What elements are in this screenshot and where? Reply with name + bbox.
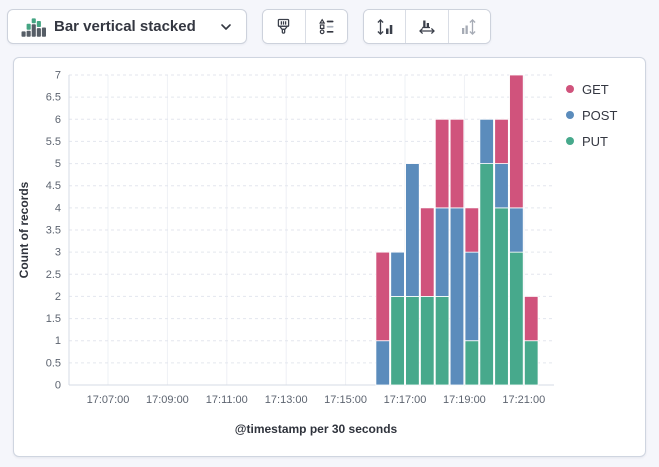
- y-tick-label: 3: [55, 247, 61, 259]
- x-tick-label: 17:19:00: [443, 394, 486, 406]
- legend-color-dot: [566, 137, 574, 145]
- expand-vertical-axis-icon: [375, 17, 395, 37]
- appearance-options-button[interactable]: [263, 10, 305, 43]
- y-tick-label: 4: [55, 202, 61, 214]
- chart-type-dropdown[interactable]: Bar vertical stacked: [7, 9, 247, 44]
- y-tick-label: 1.5: [46, 313, 61, 325]
- bar-segment-post[interactable]: [509, 207, 524, 253]
- style-button-group: [262, 9, 348, 44]
- bar-segment-post[interactable]: [390, 251, 405, 297]
- legend-label: PUT: [582, 133, 608, 149]
- bar-segment-post[interactable]: [464, 251, 480, 342]
- y-tick-label: 0: [55, 380, 61, 392]
- y-tick-label: 2: [55, 291, 61, 303]
- bar-segment-get[interactable]: [509, 74, 524, 209]
- legend-item-get[interactable]: GET: [566, 76, 617, 102]
- legend-color-dot: [566, 85, 574, 93]
- bar-segment-post[interactable]: [494, 163, 509, 209]
- y-tick-label: 7: [55, 70, 61, 82]
- bar-segment-post[interactable]: [375, 340, 390, 386]
- bar-segment-post[interactable]: [449, 207, 465, 386]
- legend-item-post[interactable]: POST: [566, 102, 617, 128]
- bar-segment-put[interactable]: [509, 251, 524, 386]
- fit-y-axis-button[interactable]: [364, 10, 406, 43]
- bar-segment-get[interactable]: [434, 118, 450, 209]
- y-tick-label: 6.5: [46, 92, 61, 104]
- collapse-vertical-axis-icon: [459, 17, 479, 37]
- x-tick-label: 17:21:00: [502, 394, 545, 406]
- y-tick-label: 2.5: [46, 269, 61, 281]
- fit-x-axis-button[interactable]: [405, 10, 448, 43]
- legend-item-put[interactable]: PUT: [566, 128, 617, 154]
- y-tick-label: 0.5: [46, 357, 61, 369]
- y-tick-label: 5.5: [46, 136, 61, 148]
- y-axis-title: Count of records: [17, 181, 31, 278]
- legend-label: POST: [582, 107, 618, 123]
- x-tick-label: 17:07:00: [87, 394, 130, 406]
- bar-segment-put[interactable]: [494, 207, 509, 386]
- paintbrush-icon: [275, 18, 292, 35]
- chart-panel: Count of records @timestamp per 30 secon…: [13, 57, 646, 457]
- x-tick-label: 17:11:00: [206, 394, 248, 406]
- x-tick-label: 17:17:00: [384, 394, 427, 406]
- y-tick-label: 1: [55, 335, 61, 347]
- bar-segment-get[interactable]: [523, 296, 539, 342]
- bar-segment-post[interactable]: [479, 118, 494, 164]
- bar-vertical-stacked-icon: [20, 14, 46, 40]
- legend-options-button[interactable]: [304, 10, 347, 43]
- y-tick-label: 3.5: [46, 225, 61, 237]
- x-axis-title: @timestamp per 30 seconds: [235, 422, 398, 436]
- bar-segment-get[interactable]: [375, 251, 390, 342]
- bar-segment-put[interactable]: [464, 340, 480, 386]
- expand-horizontal-axis-icon: [417, 17, 437, 37]
- bar-segment-get[interactable]: [420, 207, 435, 297]
- x-tick-label: 17:13:00: [265, 394, 308, 406]
- bar-segment-get[interactable]: [464, 207, 480, 253]
- x-tick-label: 17:15:00: [324, 394, 367, 406]
- bar-segment-put[interactable]: [405, 296, 420, 386]
- legend-color-dot: [566, 111, 574, 119]
- bar-segment-put[interactable]: [523, 340, 539, 386]
- x-tick-label: 17:09:00: [146, 394, 189, 406]
- bar-segment-get[interactable]: [494, 118, 509, 164]
- y-tick-label: 5: [55, 158, 61, 170]
- fit-bars-button[interactable]: [447, 10, 490, 43]
- y-tick-label: 4.5: [46, 180, 61, 192]
- bar-segment-put[interactable]: [434, 296, 450, 386]
- bar-segment-post[interactable]: [434, 207, 450, 297]
- chart-legend: GET POST PUT: [566, 76, 617, 154]
- bar-segment-put[interactable]: [390, 296, 405, 386]
- stacked-bar-chart: Count of records @timestamp per 30 secon…: [17, 70, 554, 436]
- legend-options-icon: [318, 18, 335, 35]
- bar-segment-get[interactable]: [449, 118, 465, 209]
- toolbar: Bar vertical stacked: [7, 9, 491, 44]
- legend-label: GET: [582, 81, 609, 97]
- axis-fit-button-group: [363, 9, 491, 44]
- chart-type-label: Bar vertical stacked: [54, 18, 196, 35]
- bar-segment-put[interactable]: [479, 163, 494, 386]
- bar-segment-post[interactable]: [405, 163, 420, 297]
- bar-segment-put[interactable]: [420, 296, 435, 386]
- y-tick-label: 6: [55, 114, 61, 126]
- chevron-down-icon: [218, 19, 234, 35]
